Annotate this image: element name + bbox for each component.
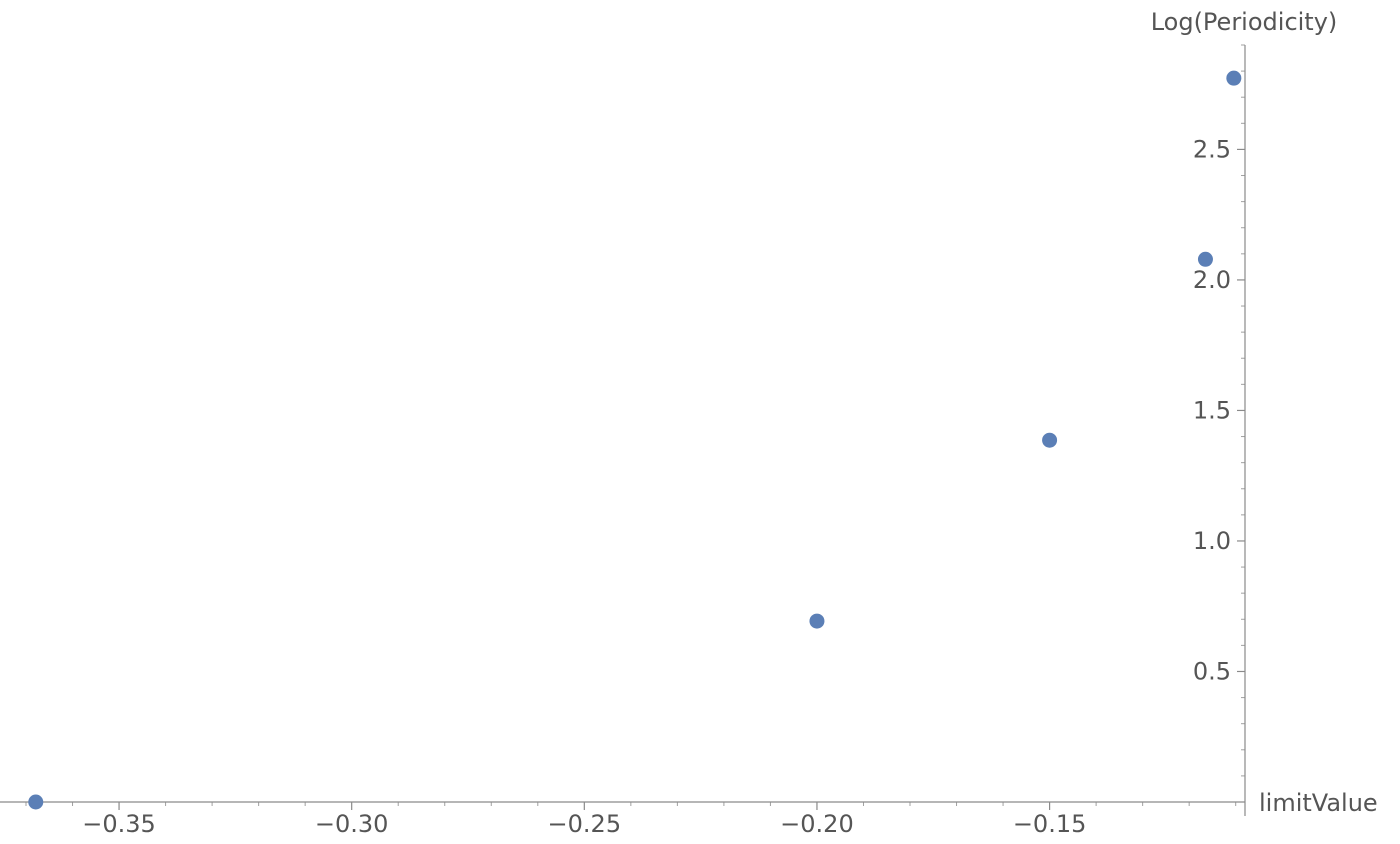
data-point	[809, 613, 825, 629]
minor-ticks	[25, 44, 1245, 806]
x-tick-label: −0.35	[82, 810, 156, 838]
x-axis-label: limitValue	[1259, 789, 1378, 817]
y-tick-label: 1.0	[1193, 527, 1231, 555]
data-point	[1226, 70, 1242, 86]
x-tick-label: −0.25	[548, 810, 622, 838]
data-point	[28, 794, 44, 810]
x-tick-label: −0.20	[780, 810, 854, 838]
x-ticks: −0.35 −0.30 −0.25 −0.20 −0.15	[82, 802, 1086, 838]
data-points	[28, 70, 1242, 810]
y-tick-label: 0.5	[1193, 657, 1231, 685]
x-tick-label: −0.30	[315, 810, 389, 838]
y-axis-label: Log(Periodicity)	[1151, 8, 1338, 36]
y-tick-label: 2.0	[1193, 266, 1231, 294]
data-point	[1197, 251, 1213, 267]
y-tick-label: 2.5	[1193, 135, 1231, 163]
y-ticks: 0.5 1.0 1.5 2.0 2.5	[1193, 135, 1245, 685]
x-tick-label: −0.15	[1013, 810, 1087, 838]
data-point	[1042, 432, 1058, 448]
y-tick-label: 1.5	[1193, 396, 1231, 424]
